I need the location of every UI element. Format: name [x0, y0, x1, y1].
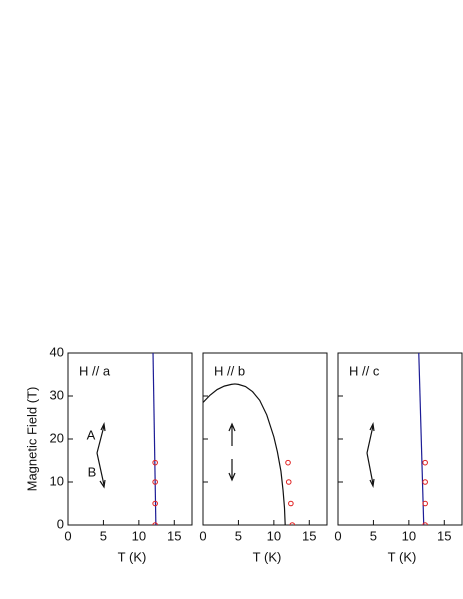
y-axis-label: Magnetic Field (T) — [24, 387, 39, 492]
x-tick-label: 15 — [167, 528, 181, 543]
x-tick-label: 10 — [267, 528, 281, 543]
data-point — [422, 522, 428, 525]
data-point — [422, 479, 428, 485]
x-tick-label: 5 — [235, 528, 242, 543]
plot-frame — [337, 352, 463, 526]
y-tick-label: 10 — [50, 473, 64, 488]
plot-frame — [202, 352, 328, 526]
y-tick-label: 20 — [50, 430, 64, 445]
arrows — [96, 422, 375, 489]
panel-title: H // b — [214, 363, 245, 378]
arrow — [228, 459, 236, 482]
data-point — [285, 459, 291, 466]
annotation: B — [88, 464, 97, 479]
x-tick-label: 15 — [302, 528, 316, 543]
annotation: A — [87, 427, 96, 442]
data-point — [422, 459, 428, 466]
data-point — [152, 522, 158, 525]
x-tick-label: 10 — [402, 528, 416, 543]
arrow — [96, 452, 106, 489]
x-tick-label: 10 — [132, 528, 146, 543]
data-point — [285, 479, 292, 485]
arrow — [96, 422, 106, 454]
x-tick-label: 15 — [437, 528, 451, 543]
data-line — [418, 353, 425, 525]
x-tick-label: 5 — [370, 528, 377, 543]
x-tick-label: 0 — [64, 528, 71, 543]
panel-title: H // c — [349, 363, 380, 378]
data-point — [422, 500, 428, 507]
arrow — [228, 422, 236, 446]
data-point — [152, 500, 158, 507]
data-line — [203, 383, 286, 525]
data-point — [152, 479, 158, 485]
arrow — [366, 452, 375, 488]
data-point — [152, 459, 158, 466]
x-tick-label: 5 — [100, 528, 107, 543]
x-tick-label: 0 — [334, 528, 341, 543]
arrow — [366, 422, 375, 454]
x-axis-label: T (K) — [388, 549, 417, 564]
x-tick-label: 0 — [199, 528, 206, 543]
panel-title: H // a — [79, 363, 111, 378]
x-axis-label: T (K) — [253, 549, 282, 564]
x-axis-label: T (K) — [118, 549, 147, 564]
data-point — [289, 522, 296, 525]
y-tick-label: 30 — [50, 387, 64, 402]
data-point — [288, 500, 294, 507]
data-line — [152, 353, 157, 525]
y-tick-label: 40 — [50, 344, 64, 359]
y-tick-label: 0 — [57, 516, 64, 531]
